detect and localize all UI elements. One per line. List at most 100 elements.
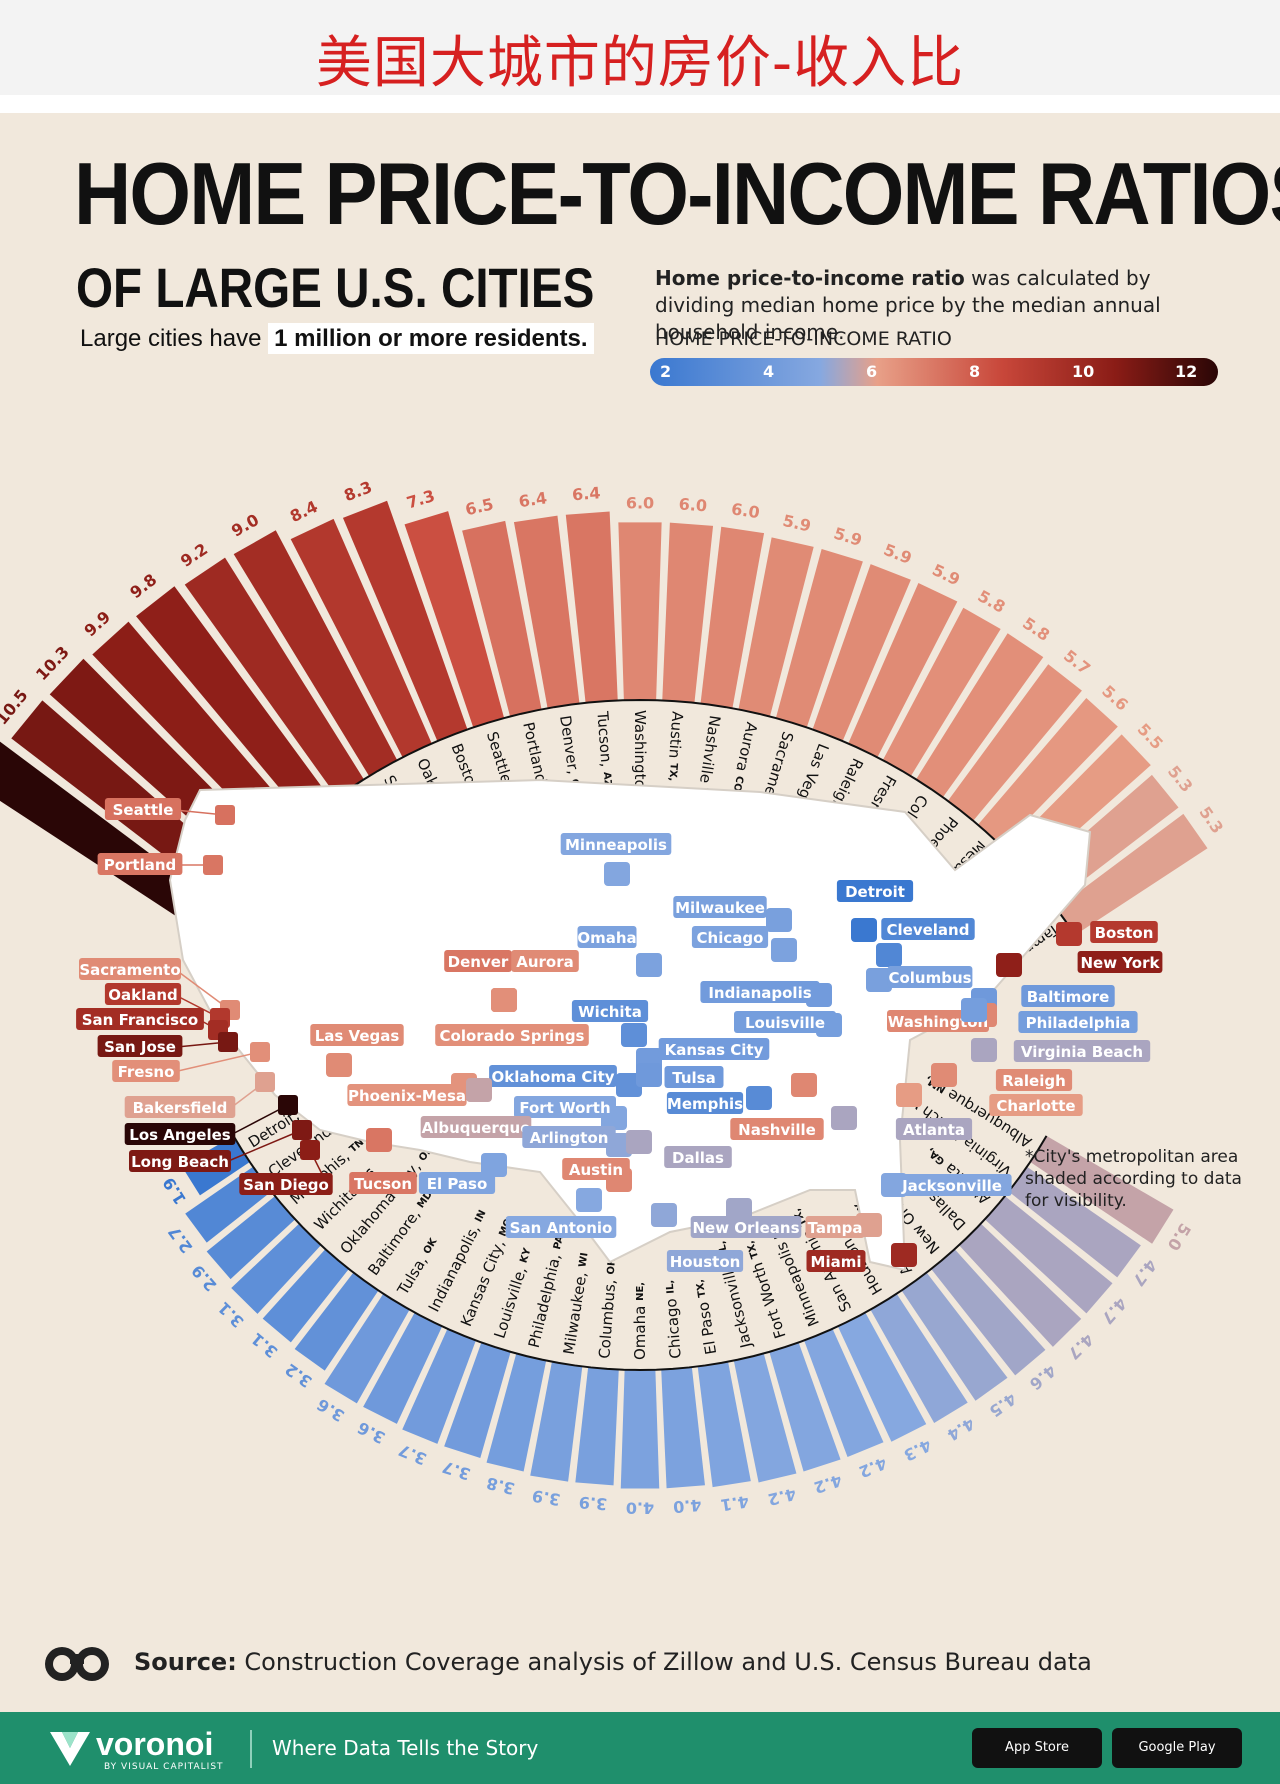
state-abbrev: PA [552, 1234, 566, 1251]
state-abbrev: KY [518, 1246, 533, 1264]
city-label-pill [666, 1092, 744, 1114]
city-name: Austin [665, 711, 687, 764]
value-label: 3.9 [531, 1486, 562, 1509]
city-label-text: Houston [670, 1253, 741, 1271]
fan-bar [231, 1223, 322, 1314]
city-name: Washington, [632, 710, 650, 808]
legend-gradient-bar [650, 358, 1218, 386]
category-label: Columbus, OH [595, 1257, 621, 1359]
city-label-text: Nashville [738, 1121, 816, 1139]
fan-bar [977, 697, 1118, 847]
fan-bar [848, 582, 958, 758]
city-label-pill [562, 1158, 630, 1180]
metro-area-shape [491, 988, 517, 1012]
metro-area-shape [616, 1073, 642, 1097]
city-label-pill [673, 896, 767, 918]
binoculars-icon [45, 1647, 109, 1681]
value-label: 5.3 [1195, 803, 1227, 837]
value-label: 4.0 [626, 1498, 654, 1517]
metro-area-shape [891, 1243, 917, 1267]
city-label-text: Las Vegas [315, 1027, 400, 1045]
fan-bar [958, 1223, 1082, 1347]
value-label: 8.4 [287, 497, 321, 526]
state-abbrev: GA, [925, 1145, 947, 1166]
metro-area-shape [971, 1038, 997, 1062]
value-label: 4.7 [1129, 1256, 1161, 1290]
value-label: 5.3 [1164, 762, 1197, 796]
metro-area-shape [791, 1073, 817, 1097]
value-label: 6.5 [463, 494, 495, 519]
fan-bar [775, 548, 863, 728]
city-label-pill [444, 950, 512, 972]
fan-bar [444, 1342, 511, 1458]
value-label: 2.9 [188, 1261, 221, 1295]
city-label-text: Memphis [667, 1095, 743, 1113]
metro-area-shape [278, 1095, 298, 1115]
metro-area-shape [771, 938, 797, 962]
fan-bar [870, 1293, 968, 1423]
large-cities-note: Large cities have 1 million or more resi… [80, 323, 594, 354]
city-label-pill [730, 1118, 824, 1140]
city-label-pill [418, 1172, 496, 1194]
metro-area-shape [466, 1078, 492, 1102]
city-label-pill [347, 1084, 467, 1106]
fan-bar [262, 1249, 349, 1343]
city-label-pill [734, 1011, 836, 1033]
city-label-pill [124, 1096, 236, 1118]
value-label: 3.6 [354, 1418, 388, 1448]
value-label: 5.9 [929, 560, 963, 589]
value-label: 4.0 [672, 1495, 702, 1516]
google-play-button[interactable]: Google Play [1112, 1728, 1242, 1768]
value-label: 5.0 [1164, 1220, 1195, 1254]
city-label-text: San Diego [243, 1176, 329, 1194]
value-label: 3.6 [314, 1395, 348, 1426]
value-label: 6.0 [626, 494, 654, 513]
city-label-pill [1013, 1040, 1151, 1062]
method-bold: Home price-to-income ratio [655, 266, 965, 290]
city-label-text: Milwaukee [675, 899, 765, 917]
fan-bar [324, 1293, 410, 1404]
fan-bar [363, 1312, 443, 1424]
legend-tick: 10 [1072, 362, 1095, 381]
method-note: Home price-to-income ratio was calculate… [655, 265, 1235, 346]
city-label-text: Detroit [845, 883, 905, 901]
city-label-text: Dallas [672, 1149, 724, 1167]
value-label: 9.9 [80, 607, 114, 640]
value-label: 3.1 [214, 1298, 248, 1331]
tagline: Where Data Tells the Story [272, 1736, 539, 1760]
city-label-pill [310, 1024, 404, 1046]
city-label-text: Aurora [516, 953, 574, 971]
legend-tick: 12 [1175, 362, 1198, 381]
fan-bar [804, 1328, 884, 1457]
fan-bar [575, 1367, 619, 1486]
metro-area-shape [636, 1063, 662, 1087]
city-label-pill [97, 853, 183, 875]
city-label-text: Bakersfield [133, 1099, 228, 1117]
city-label-text: Tulsa [672, 1069, 715, 1087]
metro-area-shape [300, 1140, 320, 1160]
fan-bar [290, 518, 432, 758]
city-label-text: Fresno [118, 1063, 175, 1081]
us-map: Minneapolis Detroit Milwaukee Cleveland Bost… [76, 778, 1163, 1272]
city-label-text: San Jose [104, 1038, 176, 1056]
legend-tick: 8 [969, 362, 981, 381]
metro-area-shape [636, 953, 662, 977]
fan-baseline [232, 1135, 1048, 1372]
value-label: 4.2 [766, 1484, 798, 1509]
city-label-pill [664, 1066, 724, 1088]
city-label-pill [666, 1250, 744, 1272]
city-label-pill [112, 1060, 180, 1082]
city-label-pill [881, 918, 975, 940]
value-label: 5.6 [1098, 681, 1132, 714]
metro-area-shape [746, 1086, 772, 1110]
category-label: Austin TX, [664, 711, 687, 782]
map-note: *City's metropolitan area shaded accordi… [1025, 1147, 1242, 1211]
state-abbrev: WI [577, 1252, 590, 1268]
fan-bar [738, 537, 814, 717]
city-label-text: Fort Worth [519, 1099, 610, 1117]
app-store-button[interactable]: App Store [972, 1728, 1102, 1768]
metro-area-shape [651, 1203, 677, 1227]
banner-gap [0, 95, 1280, 113]
state-abbrev: TX, [666, 763, 678, 782]
category-label: Chicago IL, [660, 1279, 684, 1359]
